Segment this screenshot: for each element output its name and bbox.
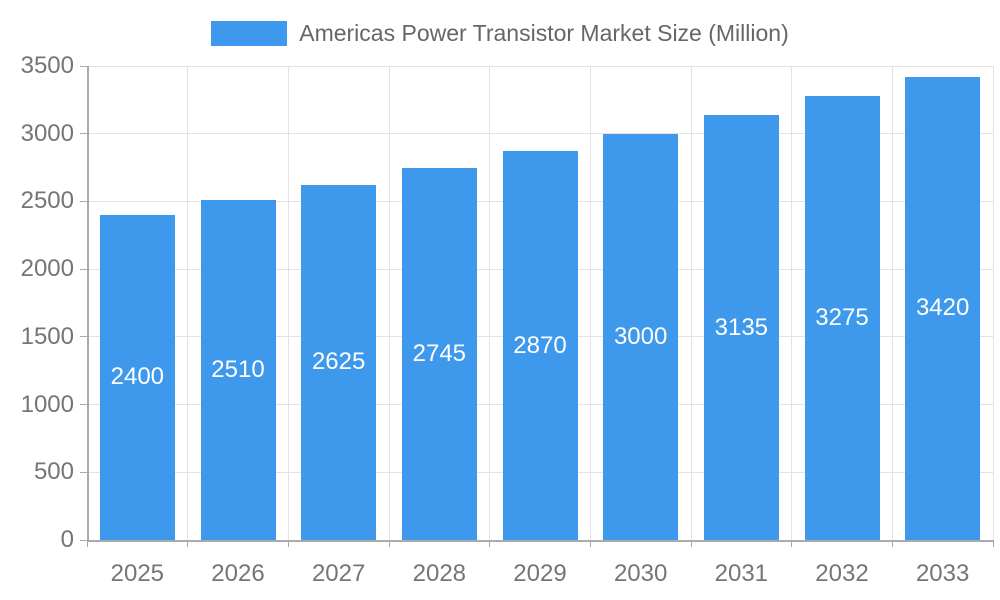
gridline-vertical xyxy=(287,66,289,540)
x-axis-tick xyxy=(891,540,893,547)
gridline-vertical xyxy=(992,66,994,540)
x-axis-label: 2028 xyxy=(412,560,467,587)
x-axis-label: 2027 xyxy=(311,560,366,587)
bar-value-label: 3000 xyxy=(613,322,668,350)
y-axis-line xyxy=(86,66,89,540)
gridline-horizontal xyxy=(87,65,993,67)
x-axis-label: 2033 xyxy=(915,560,970,587)
y-axis-label: 1000 xyxy=(20,390,74,418)
bar-value-label: 2400 xyxy=(110,363,165,391)
bar-value-label: 3420 xyxy=(915,294,970,322)
x-axis-tick xyxy=(287,540,289,547)
bar-2033[interactable]: 3420 xyxy=(905,76,981,540)
bar-2027[interactable]: 2625 xyxy=(301,184,377,540)
y-axis-tick xyxy=(80,404,87,406)
bar-2029[interactable]: 2870 xyxy=(502,151,578,540)
y-axis-tick xyxy=(80,268,87,270)
x-axis-tick xyxy=(589,540,591,547)
bar-value-label: 2745 xyxy=(412,340,467,368)
x-axis-tick xyxy=(690,540,692,547)
x-axis-tick xyxy=(489,540,491,547)
y-axis-label: 2500 xyxy=(20,187,74,215)
y-axis-label: 2000 xyxy=(20,255,74,283)
y-axis-label: 1500 xyxy=(20,322,74,350)
gridline-vertical xyxy=(187,66,189,540)
gridline-vertical xyxy=(388,66,390,540)
bar-value-label: 3275 xyxy=(815,304,869,332)
y-axis-tick xyxy=(80,336,87,338)
bar-2028[interactable]: 2745 xyxy=(401,168,477,540)
y-axis-label: 500 xyxy=(33,458,74,486)
y-axis-tick xyxy=(80,65,87,67)
x-axis-label: 2025 xyxy=(110,560,165,587)
bar-2026[interactable]: 2510 xyxy=(200,200,276,540)
x-axis-label: 2029 xyxy=(513,560,567,587)
bar-2025[interactable]: 2400 xyxy=(99,214,175,540)
x-axis-label: 2026 xyxy=(211,560,265,587)
bar-2032[interactable]: 3275 xyxy=(804,96,880,540)
y-axis-label: 0 xyxy=(60,526,74,553)
legend-label: Americas Power Transistor Market Size (M… xyxy=(299,19,789,46)
bar-2030[interactable]: 3000 xyxy=(603,133,679,540)
bar-value-label: 2870 xyxy=(513,331,567,359)
bar-value-label: 2625 xyxy=(311,348,366,376)
gridline-vertical xyxy=(589,66,591,540)
x-axis-line xyxy=(87,539,993,542)
x-axis-tick xyxy=(791,540,793,547)
x-axis-label: 2030 xyxy=(613,560,668,587)
y-axis-tick xyxy=(80,200,87,202)
x-axis-tick xyxy=(86,540,88,547)
y-axis-tick xyxy=(80,539,87,541)
gridline-vertical xyxy=(489,66,491,540)
bar-value-label: 3135 xyxy=(714,313,769,341)
legend-swatch xyxy=(211,20,288,46)
bar-value-label: 2510 xyxy=(211,356,265,384)
gridline-horizontal xyxy=(87,133,993,135)
y-axis-tick xyxy=(80,133,87,135)
x-axis-tick xyxy=(388,540,390,547)
gridline-vertical xyxy=(791,66,793,540)
x-axis-tick xyxy=(187,540,189,547)
y-axis-label: 3500 xyxy=(20,52,74,79)
legend-item[interactable]: Americas Power Transistor Market Size (M… xyxy=(0,18,1000,48)
x-axis-label: 2032 xyxy=(815,560,869,587)
x-axis-label: 2031 xyxy=(714,560,769,587)
y-axis-tick xyxy=(80,471,87,473)
bar-2031[interactable]: 3135 xyxy=(703,115,779,540)
x-axis-tick xyxy=(992,540,994,547)
gridline-vertical xyxy=(690,66,692,540)
gridline-vertical xyxy=(891,66,893,540)
y-axis-label: 3000 xyxy=(20,119,74,147)
